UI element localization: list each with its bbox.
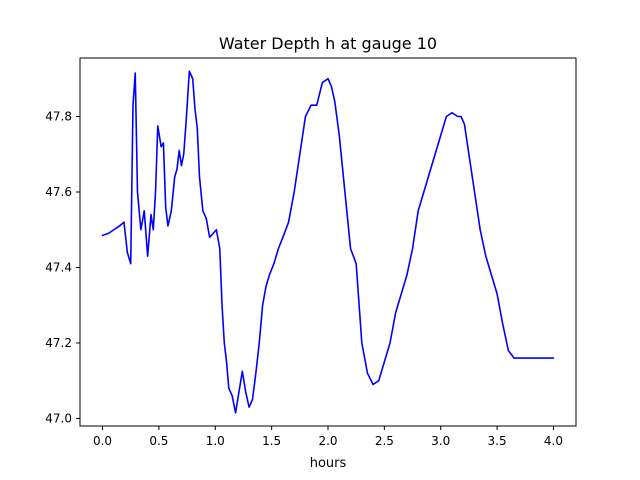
y-tick-label: 47.6 bbox=[45, 185, 72, 199]
axes: 0.0 0.5 1.0 1.5 2.0 2.5 3.0 3.5 4.0 47.0 47.2 47.4 4… bbox=[45, 57, 577, 448]
x-tick-label: 0.0 bbox=[93, 434, 112, 448]
x-axis-label: hours bbox=[310, 456, 347, 471]
x-tick-label: 0.5 bbox=[149, 434, 168, 448]
x-tick-label: 2.5 bbox=[375, 434, 394, 448]
x-tick-label: 1.0 bbox=[206, 434, 225, 448]
plot-area bbox=[101, 70, 555, 414]
x-tick-label: 4.0 bbox=[544, 434, 563, 448]
y-tick-label: 47.4 bbox=[45, 260, 72, 274]
y-tick-label: 47.2 bbox=[45, 336, 72, 350]
x-tick-label: 2.0 bbox=[318, 434, 337, 448]
chart-title: Water Depth h at gauge 10 bbox=[219, 34, 437, 53]
x-tick-label: 3.5 bbox=[488, 434, 507, 448]
y-tick-label: 47.8 bbox=[45, 110, 72, 124]
y-tick-label: 47.0 bbox=[45, 411, 72, 425]
x-tick-label: 3.0 bbox=[431, 434, 450, 448]
series-line-0 bbox=[101, 70, 555, 414]
x-tick-label: 1.5 bbox=[262, 434, 281, 448]
